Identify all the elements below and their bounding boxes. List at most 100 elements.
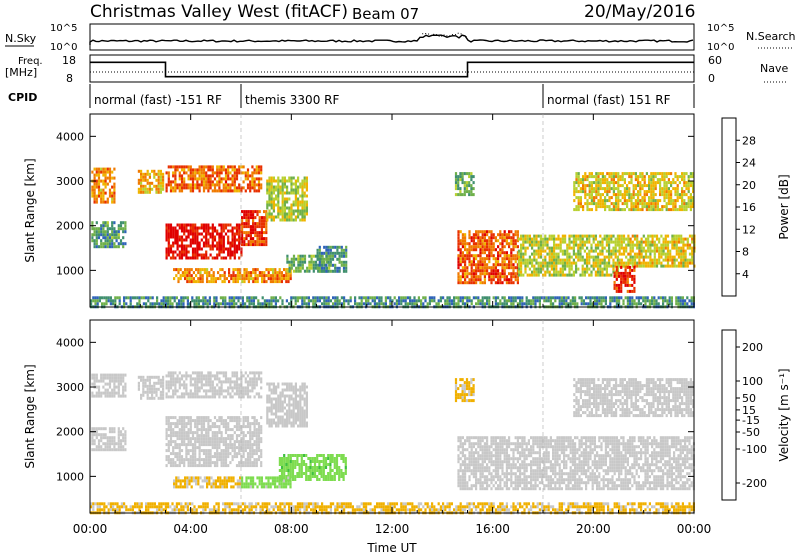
data-cell [160, 191, 162, 194]
data-cell [199, 380, 201, 383]
data-cell [549, 247, 551, 250]
data-cell [522, 274, 524, 277]
data-cell [168, 180, 170, 183]
data-cell [568, 262, 570, 265]
data-cell [301, 201, 303, 204]
data-cell [201, 383, 203, 386]
data-cell [207, 224, 209, 227]
data-cell [319, 261, 321, 264]
data-cell [124, 230, 126, 233]
data-cell [411, 299, 413, 302]
data-cell [606, 274, 608, 277]
data-cell [608, 259, 610, 262]
data-cell [243, 374, 245, 377]
data-cell [665, 265, 667, 268]
data-cell [258, 171, 260, 174]
data-cell [336, 246, 338, 249]
data-cell [297, 192, 299, 195]
data-cell [568, 274, 570, 277]
data-cell [515, 239, 517, 242]
data-cell [588, 274, 590, 277]
data-cell [328, 249, 330, 252]
data-cell [270, 280, 272, 283]
data-cell [681, 172, 683, 175]
data-cell [323, 270, 325, 273]
data-cell [616, 302, 618, 305]
data-cell [573, 253, 575, 256]
data-cell [649, 244, 651, 247]
data-cell [194, 242, 196, 245]
data-cell [383, 302, 385, 305]
data-cell [188, 230, 190, 233]
data-cell [644, 196, 646, 199]
data-cell [190, 464, 192, 467]
data-cell [94, 296, 96, 299]
data-cell [482, 242, 484, 245]
data-cell [660, 256, 662, 259]
data-cell [367, 299, 369, 302]
data-cell [488, 302, 490, 305]
data-cell [490, 275, 492, 278]
data-cell [265, 274, 267, 277]
data-cell [583, 299, 585, 302]
data-cell [107, 233, 109, 236]
data-cell [168, 248, 170, 251]
data-cell [354, 302, 356, 305]
data-cell [529, 268, 531, 271]
data-cell [168, 425, 170, 428]
data-cell [645, 262, 647, 265]
data-cell [578, 184, 580, 187]
data-cell [674, 205, 676, 208]
data-cell [130, 302, 132, 305]
data-cell [250, 225, 252, 228]
data-cell [282, 210, 284, 213]
data-cell [181, 168, 183, 171]
data-cell [225, 177, 227, 180]
data-cell [96, 186, 98, 189]
data-cell [111, 430, 113, 433]
data-cell [479, 275, 481, 278]
nave-tick-low: 0 [708, 72, 715, 85]
data-cell [604, 178, 606, 181]
data-cell [241, 225, 243, 228]
data-cell [109, 233, 111, 236]
data-cell [595, 256, 597, 259]
data-cell [98, 380, 100, 383]
data-cell [667, 250, 669, 253]
data-cell [457, 178, 459, 181]
data-cell [182, 299, 184, 302]
data-cell [584, 244, 586, 247]
data-cell [637, 193, 639, 196]
data-cell [684, 299, 686, 302]
data-cell [657, 178, 659, 181]
data-cell [221, 389, 223, 392]
data-cell [473, 260, 475, 263]
data-cell [590, 256, 592, 259]
data-cell [568, 244, 570, 247]
data-cell [323, 302, 325, 305]
data-cell [230, 277, 232, 280]
data-cell [604, 238, 606, 241]
data-cell [168, 386, 170, 389]
data-cell [599, 253, 601, 256]
data-cell [113, 445, 115, 448]
data-cell [271, 195, 273, 198]
data-cell [201, 380, 203, 383]
data-cell [328, 261, 330, 264]
data-cell [578, 208, 580, 211]
data-cell [98, 439, 100, 442]
data-cell [204, 271, 206, 274]
data-cell [583, 302, 585, 305]
data-cell [571, 247, 573, 250]
data-cell [185, 392, 187, 395]
data-cell [190, 440, 192, 443]
data-cell [551, 259, 553, 262]
data-cell [603, 296, 605, 299]
data-cell [663, 205, 665, 208]
data-cell [659, 181, 661, 184]
data-cell [627, 266, 629, 269]
data-cell [581, 299, 583, 302]
data-cell [138, 382, 140, 385]
data-cell [682, 259, 684, 262]
data-cell [234, 168, 236, 171]
